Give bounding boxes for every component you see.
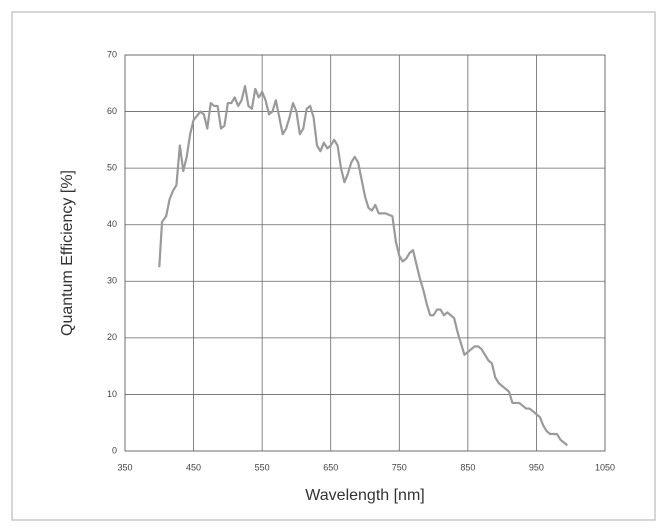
x-tick-label: 350 [117,462,132,472]
y-tick-label: 70 [107,49,117,59]
x-tick-label: 650 [323,462,338,472]
y-tick-label: 0 [112,445,117,455]
y-tick-label: 10 [107,389,117,399]
x-tick-label: 1050 [595,462,615,472]
y-tick-label: 50 [107,163,117,173]
y-tick-label: 30 [107,276,117,286]
x-tick-label: 750 [392,462,407,472]
data-line [158,85,568,447]
plot-border [124,54,606,452]
y-tick-label: 60 [107,106,117,116]
y-tick-label: 40 [107,219,117,229]
x-tick-label: 450 [186,462,201,472]
x-axis-label: Wavelength [nm] [305,487,424,504]
frame [11,11,656,521]
x-tick-label: 950 [529,462,544,472]
y-axis-label: Quantum Efficiency [%] [59,170,76,336]
x-tick-label: 850 [460,462,475,472]
y-tick-label: 20 [107,332,117,342]
x-tick-label: 550 [255,462,270,472]
